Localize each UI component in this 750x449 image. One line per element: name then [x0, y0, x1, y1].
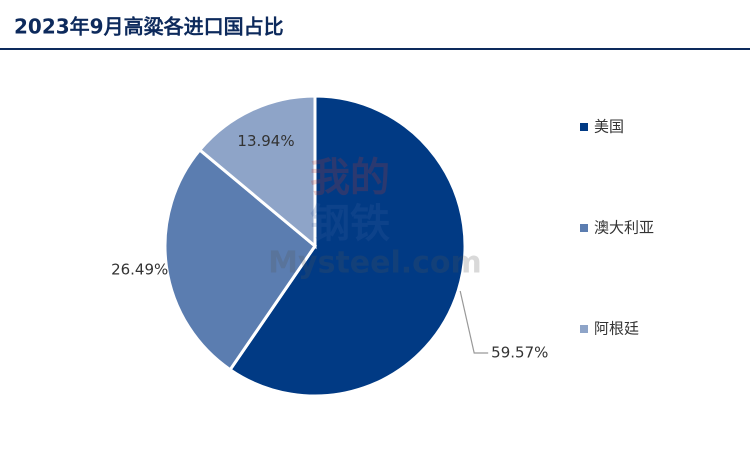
watermark-text: 我的 — [310, 155, 390, 201]
legend-swatch — [580, 325, 588, 333]
watermark-text: Mysteel.com — [268, 246, 482, 281]
pie-slice — [163, 147, 318, 372]
data-label: 13.94% — [237, 132, 294, 150]
legend-label: 美国 — [594, 118, 624, 136]
legend-label: 阿根廷 — [594, 320, 639, 338]
chart-title: 2023年9月高粱各进口国占比 — [14, 15, 284, 39]
legend-label: 澳大利亚 — [594, 219, 654, 237]
watermark-text: 钢铁 — [310, 201, 390, 247]
data-label: 59.57% — [491, 344, 548, 362]
pie-slice — [228, 94, 467, 398]
legend-swatch — [580, 224, 588, 232]
legend-swatch — [580, 123, 588, 131]
watermark: 我的 钢铁 Mysteel.com — [268, 155, 482, 281]
pie-slice — [197, 94, 317, 250]
data-label: 26.49% — [111, 261, 168, 279]
leader-line — [459, 290, 489, 354]
